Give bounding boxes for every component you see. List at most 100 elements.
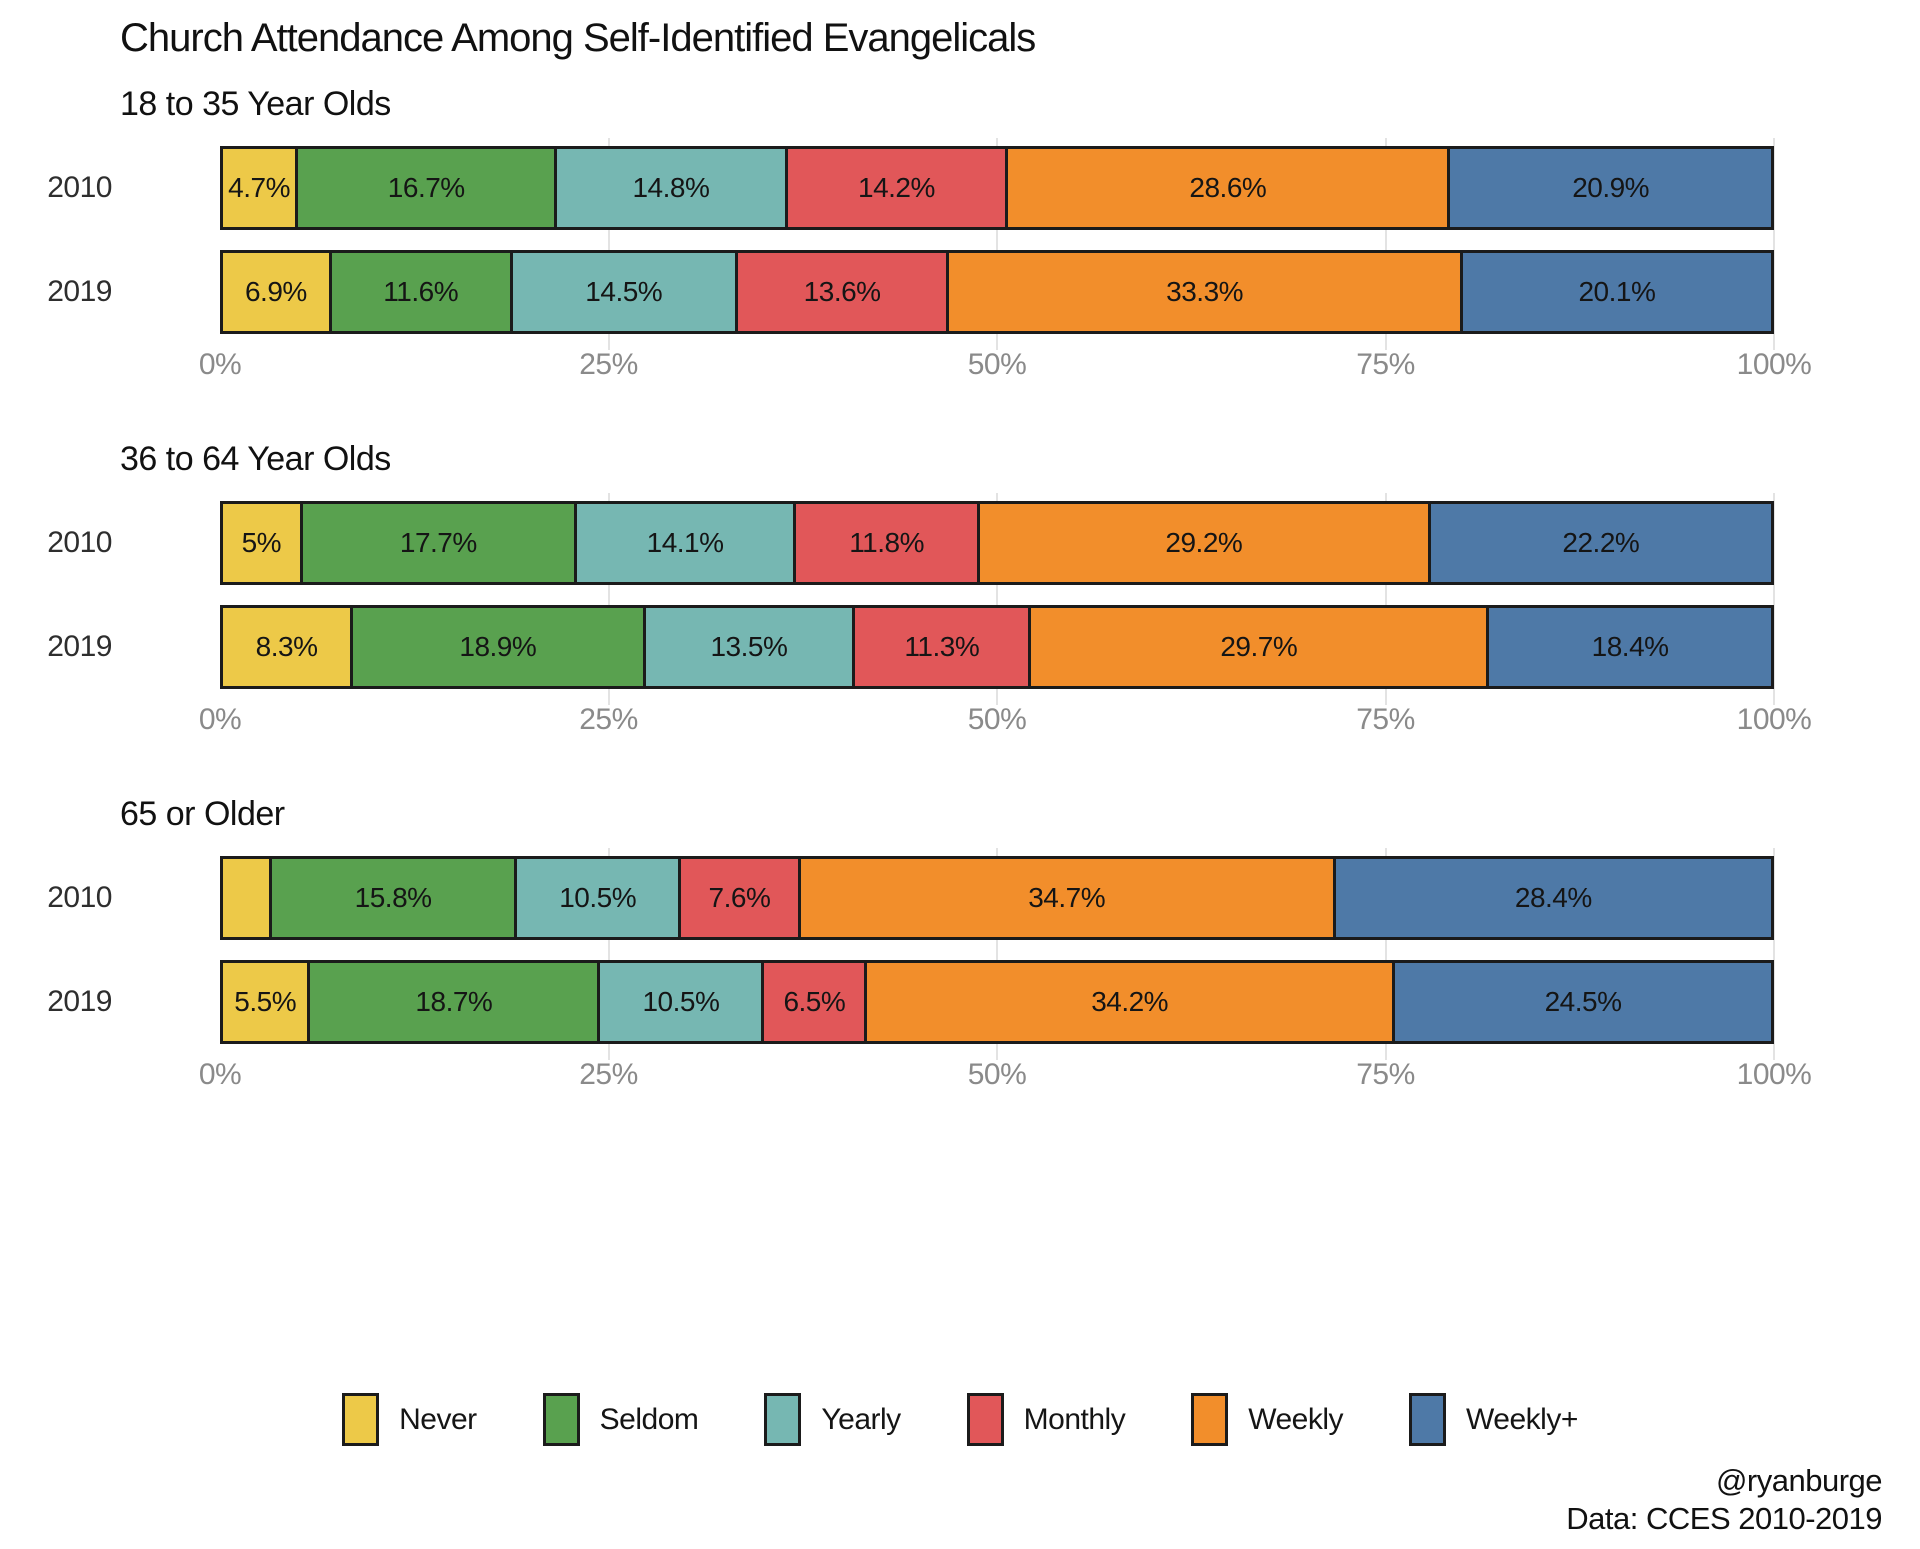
x-axis: 0% 25% 50% 75% 100%	[199, 1054, 1812, 1098]
legend-swatch	[966, 1393, 1004, 1446]
legend: Never Seldom Yearly Monthly Weekly Weekly+	[0, 1393, 1920, 1446]
x-axis-tick-label: 50%	[967, 703, 1027, 736]
stacked-bar: 8.3% 18.9% 13.5% 11.3% 29.7% 18.4%	[220, 605, 1774, 689]
gridline	[1384, 848, 1387, 1060]
panel-plot: 2010 15.8% 10.5% 7.6% 34.7% 28.4% 2019 5.5% 18.7…	[0, 848, 1812, 1098]
gridline	[1384, 138, 1387, 350]
segment-value-label: 11.3%	[904, 631, 980, 662]
gridline	[996, 848, 998, 1060]
panel-subtitle: 36 to 64 Year Olds	[120, 440, 391, 478]
x-axis-tick-label: 75%	[1356, 348, 1415, 381]
bar-row: 2019 5.5% 18.7% 10.5% 6.5% 34.2% 24.5%	[0, 960, 1790, 1044]
x-axis-tick-label: 0%	[198, 703, 242, 736]
legend-label: Weekly+	[1466, 1402, 1578, 1436]
gridline	[1773, 493, 1775, 705]
segment-value-label: 10.5%	[642, 986, 720, 1017]
segment-value-label: 10.5%	[559, 882, 637, 913]
bar-segment-never: 4.7%	[223, 149, 296, 227]
segment-value-label: 34.7%	[1028, 882, 1106, 913]
bar-segment-yearly: 13.5%	[642, 608, 853, 686]
segment-value-label: 5.5%	[234, 986, 297, 1017]
segment-value-label: 29.2%	[1165, 527, 1243, 558]
bar-segment-weekly-plus: 24.5%	[1392, 963, 1772, 1041]
segment-value-label: 18.9%	[459, 631, 537, 662]
segment-value-label: 33.3%	[1166, 276, 1244, 307]
x-axis-tick-label: 0%	[198, 348, 242, 381]
x-axis-tick-label: 25%	[579, 703, 638, 736]
segment-value-label: 34.2%	[1091, 986, 1169, 1017]
attribution: @ryanburge Data: CCES 2010-2019	[1566, 1462, 1882, 1540]
legend-label: Monthly	[1023, 1402, 1126, 1436]
bar-segment-weekly: 29.7%	[1028, 608, 1487, 686]
bar-segment-never: 5.5%	[223, 963, 308, 1041]
chart-panel: 36 to 64 Year Olds 2010 5% 17.7% 14.1% 11.8% 2…	[0, 440, 1920, 743]
segment-value-label: 11.8%	[849, 527, 925, 558]
grid-layer	[220, 493, 1775, 705]
stacked-bar: 4.7% 16.7% 14.8% 14.2% 28.6% 20.9%	[220, 146, 1774, 230]
segment-value-label: 7.6%	[708, 882, 771, 913]
bar-segment-weekly: 34.2%	[864, 963, 1393, 1041]
year-label: 2019	[47, 985, 112, 1018]
bar-segment-never	[223, 859, 269, 937]
year-label: 2019	[47, 630, 112, 663]
bar-segment-weekly: 34.7%	[797, 859, 1333, 937]
legend-item-weekly: Weekly	[1191, 1393, 1344, 1446]
bar-segment-yearly: 14.8%	[554, 149, 785, 227]
legend-label: Never	[399, 1402, 477, 1436]
bar-segment-weekly: 33.3%	[946, 253, 1460, 331]
x-axis-tick-label: 0%	[198, 1058, 242, 1091]
segment-value-label: 20.1%	[1578, 276, 1656, 307]
x-axis-tick-label: 25%	[579, 1058, 638, 1091]
x-axis-tick-label: 50%	[967, 1058, 1027, 1091]
segment-value-label: 13.5%	[710, 631, 788, 662]
bar-segment-weekly-plus: 28.4%	[1332, 859, 1772, 937]
legend-swatch	[1409, 1393, 1447, 1446]
bar-segment-yearly: 14.1%	[574, 504, 794, 582]
legend-item-monthly: Monthly	[966, 1393, 1126, 1446]
bar-segment-weekly: 28.6%	[1005, 149, 1448, 227]
segment-value-label: 29.7%	[1220, 631, 1298, 662]
segment-value-label: 22.2%	[1562, 527, 1640, 558]
x-axis-tick-label: 75%	[1356, 1058, 1415, 1091]
segment-value-label: 28.4%	[1514, 882, 1592, 913]
gridline	[1773, 848, 1775, 1060]
legend-item-weekly-plus: Weekly+	[1409, 1393, 1578, 1446]
legend-swatch	[1191, 1393, 1229, 1446]
segment-value-label: 5%	[241, 527, 282, 558]
stacked-bar: 6.9% 11.6% 14.5% 13.6% 33.3% 20.1%	[220, 250, 1774, 334]
bar-row: 2010 5% 17.7% 14.1% 11.8% 29.2% 22.2%	[0, 501, 1790, 585]
segment-value-label: 14.5%	[585, 276, 663, 307]
bar-segment-yearly: 10.5%	[597, 963, 762, 1041]
x-axis-tick-label: 100%	[1736, 703, 1812, 736]
segment-value-label: 11.6%	[383, 276, 459, 307]
legend-label: Seldom	[599, 1402, 699, 1436]
x-axis-tick-label: 75%	[1356, 703, 1415, 736]
chart-panels: 18 to 35 Year Olds 2010 4.7% 16.7% 14.8% 14.2…	[0, 85, 1920, 1098]
stacked-bar: 5.5% 18.7% 10.5% 6.5% 34.2% 24.5%	[220, 960, 1774, 1044]
legend-swatch	[542, 1393, 580, 1446]
legend-label: Yearly	[821, 1402, 901, 1436]
bar-row: 2010 15.8% 10.5% 7.6% 34.7% 28.4%	[0, 856, 1790, 940]
gridline	[607, 848, 610, 1060]
segment-value-label: 18.4%	[1591, 631, 1669, 662]
bar-segment-never: 6.9%	[223, 253, 329, 331]
bar-segment-yearly: 10.5%	[514, 859, 679, 937]
segment-value-label: 17.7%	[399, 527, 477, 558]
gridline	[1773, 138, 1775, 350]
bar-segment-monthly: 11.8%	[793, 504, 978, 582]
grid-layer	[220, 138, 1775, 350]
bar-segment-weekly-plus: 18.4%	[1486, 608, 1772, 686]
chart-panel: 65 or Older 2010 15.8% 10.5% 7.6% 34.7% 28.4% 2…	[0, 795, 1920, 1098]
segment-value-label: 28.6%	[1189, 172, 1267, 203]
bar-segment-weekly-plus: 20.1%	[1459, 253, 1771, 331]
x-axis: 0% 25% 50% 75% 100%	[199, 344, 1812, 388]
legend-item-seldom: Seldom	[542, 1393, 699, 1446]
chart-panel: 18 to 35 Year Olds 2010 4.7% 16.7% 14.8% 14.2…	[0, 85, 1920, 388]
bar-segment-monthly: 7.6%	[678, 859, 798, 937]
legend-label: Weekly	[1248, 1402, 1344, 1436]
segment-value-label: 14.8%	[632, 172, 710, 203]
gridline	[996, 138, 998, 350]
panel-subtitle: 65 or Older	[120, 795, 285, 833]
x-axis-tick-label: 100%	[1736, 348, 1812, 381]
bar-segment-weekly-plus: 20.9%	[1447, 149, 1771, 227]
